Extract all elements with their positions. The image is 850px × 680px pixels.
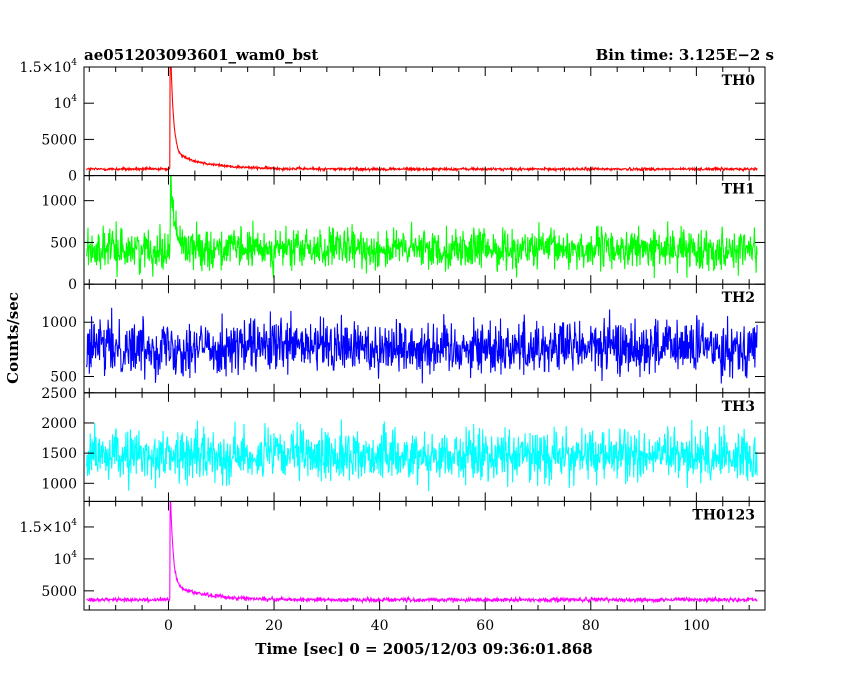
panel-frame <box>83 175 766 285</box>
panel-th2: TH2 500 1000 <box>41 283 766 394</box>
x-tick-label: 100 <box>683 618 710 634</box>
y-tick-label: 104 <box>53 94 77 112</box>
x-tick-label: 60 <box>476 618 494 634</box>
series-th2-line <box>86 307 758 384</box>
series-th0123-line <box>86 501 758 605</box>
y-tick-label: 0 <box>68 277 77 293</box>
panels-group: TH0050001041.5×104TH105001000TH25001000T… <box>19 58 766 634</box>
panel-th1: TH1 0 500 1000 <box>41 175 766 293</box>
panel-label-th0: TH0 <box>722 73 756 89</box>
y-tick-label: 1.5×104 <box>19 58 77 76</box>
y-tick-label: 2000 <box>41 416 77 432</box>
x-tick-label: 20 <box>265 618 283 634</box>
x-tick-label: 0 <box>164 618 173 634</box>
chart-title: ae051203093601_wam0_bst <box>84 46 318 64</box>
panel-frame <box>83 66 766 177</box>
y-tick-label: 1000 <box>41 315 77 331</box>
panel-th0123: TH0123 5000 104 1.5×104 <box>19 500 766 611</box>
x-axis-title: Time [sec] 0 = 2005/12/03 09:36:01.868 <box>255 640 592 658</box>
y-tick-label: 5000 <box>41 584 77 600</box>
y-tick-label: 1.5×104 <box>19 518 77 536</box>
y-axis-title: Counts/sec <box>4 292 22 384</box>
y-tick-label: 500 <box>50 235 77 251</box>
y-tick-label: 0 <box>68 169 77 185</box>
series-th0-line <box>86 67 758 173</box>
panel-label-th0123: TH0123 <box>692 507 755 523</box>
panel-th3: TH3 1000 1500 2000 2500 <box>41 386 766 502</box>
panel-label-th2: TH2 <box>722 290 755 306</box>
y-tick-label: 104 <box>53 550 77 568</box>
panel-frame <box>83 500 766 611</box>
series-th1-line <box>86 175 758 279</box>
x-tick-label: 80 <box>582 618 600 634</box>
series-th3-line <box>86 419 758 492</box>
panel-label-th1: TH1 <box>722 182 755 198</box>
x-tick-label: 40 <box>371 618 389 634</box>
y-tick-label: 500 <box>50 370 77 386</box>
y-tick-label: 1000 <box>41 194 77 210</box>
chart-subtitle: Bin time: 3.125E−2 s <box>596 46 774 64</box>
y-tick-label: 5000 <box>41 132 77 148</box>
panel-label-th3: TH3 <box>722 399 755 415</box>
y-tick-label: 2500 <box>41 386 77 402</box>
y-tick-label: 1000 <box>41 476 77 492</box>
y-tick-label: 1500 <box>41 446 77 462</box>
